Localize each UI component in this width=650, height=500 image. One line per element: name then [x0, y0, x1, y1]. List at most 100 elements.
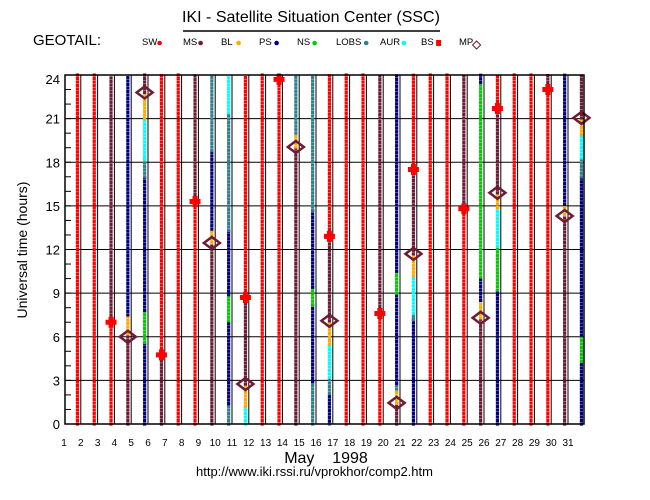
day-column-22 [428, 73, 432, 426]
data-point-sw [512, 125, 516, 129]
data-point-ms [193, 109, 197, 113]
data-point-sw [462, 331, 466, 335]
data-point-sw [344, 251, 348, 255]
data-point-ms [378, 252, 382, 256]
data-point-sw [411, 129, 416, 133]
data-point-ms [109, 250, 113, 255]
data-point-sw [411, 140, 416, 144]
data-point-ps [311, 359, 315, 363]
data-point-ps [227, 289, 231, 293]
data-point-sw [428, 87, 432, 91]
data-point-sw [361, 181, 365, 185]
data-point-ps [143, 411, 147, 416]
data-point-sw [159, 84, 164, 88]
data-point-ms [294, 411, 298, 416]
data-point-lobs [227, 197, 231, 201]
data-point-ms [210, 303, 214, 307]
data-point-lobs [143, 168, 147, 172]
data-point-sw [529, 94, 533, 98]
data-point-ps [395, 199, 399, 204]
data-point-ms [563, 275, 567, 280]
data-point-ms [294, 216, 298, 220]
data-point-sw [462, 282, 466, 286]
bow-shock-marker [458, 203, 470, 215]
data-point-sw [529, 76, 533, 81]
data-point-sw [512, 286, 516, 290]
data-point-sw [92, 160, 96, 164]
data-point-ms [210, 286, 214, 290]
data-point-ms [294, 279, 298, 283]
data-point-ps [227, 275, 231, 279]
data-point-sw [277, 143, 281, 147]
data-point-sw [159, 238, 164, 242]
data-point-ms [479, 408, 483, 412]
data-point-sw [92, 206, 96, 210]
data-point-ms [193, 81, 197, 85]
data-point-ps [395, 252, 399, 256]
x-tick-label: 11 [227, 438, 238, 449]
data-point-ps [143, 295, 147, 299]
data-point-ps [126, 76, 130, 80]
data-point-ms [210, 296, 214, 300]
data-point-sw [109, 338, 113, 342]
data-point-sw [462, 397, 466, 402]
data-point-ms [294, 390, 298, 395]
data-point-ps [227, 353, 231, 357]
data-point-sw [445, 132, 449, 136]
data-point-sw [243, 173, 248, 177]
data-point-lobs [227, 211, 231, 215]
data-point-sw [512, 223, 516, 227]
data-point-ms [109, 208, 113, 213]
data-point-lobs [227, 131, 231, 135]
x-tick-label: 31 [562, 438, 574, 449]
data-point-sw [428, 307, 432, 311]
data-point-sw [428, 296, 432, 300]
data-point-sw [546, 181, 550, 185]
data-point-sw [109, 404, 113, 409]
data-point-ms [159, 363, 164, 367]
data-point-ps [563, 129, 567, 133]
data-point-ms [126, 349, 130, 353]
data-point-ms [579, 95, 584, 99]
data-point-sw [176, 268, 180, 273]
data-point-sw [193, 331, 197, 335]
x-tick-label: 30 [546, 438, 558, 449]
data-point-sw [462, 268, 466, 273]
data-point-sw [260, 408, 264, 412]
data-point-ms [109, 79, 113, 83]
data-point-sw [361, 132, 365, 136]
data-point-bl [579, 129, 584, 133]
data-point-sw [92, 192, 96, 196]
data-point-ms [327, 273, 332, 277]
data-point-sw [512, 289, 516, 293]
data-point-ns [479, 272, 483, 276]
data-point-ms [462, 172, 466, 176]
data-point-sw [445, 338, 449, 342]
data-point-sw [445, 324, 449, 328]
data-point-ns [579, 349, 584, 353]
data-point-bl [479, 316, 483, 320]
data-point-sw [529, 199, 533, 203]
data-point-sw [75, 199, 80, 203]
day-column-28 [529, 73, 533, 426]
data-point-ps [143, 298, 147, 302]
data-point-sw [512, 300, 516, 304]
data-point-sw [260, 404, 264, 409]
data-point-sw [176, 167, 180, 171]
data-point-ms [210, 310, 214, 314]
data-point-ns [579, 359, 584, 364]
data-point-ps [395, 171, 399, 176]
data-point-sw [260, 397, 264, 402]
data-point-sw [344, 192, 348, 196]
data-point-sw [277, 275, 281, 280]
data-point-ps [395, 339, 399, 344]
data-point-aur [227, 79, 231, 83]
data-point-ps [579, 222, 584, 226]
data-point-ps [395, 182, 399, 186]
data-point-sw [529, 286, 533, 290]
data-point-sw [193, 363, 197, 367]
data-point-sw [327, 144, 332, 148]
data-point-sw [243, 79, 248, 83]
data-point-ms [462, 144, 466, 148]
